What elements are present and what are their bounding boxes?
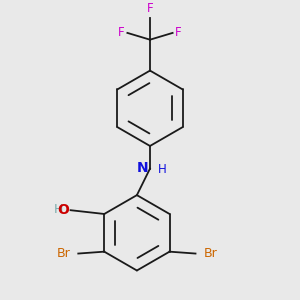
Text: N: N bbox=[137, 160, 148, 175]
Text: F: F bbox=[118, 26, 125, 39]
Text: F: F bbox=[175, 26, 182, 39]
Text: O: O bbox=[58, 202, 70, 217]
Text: Br: Br bbox=[56, 247, 70, 260]
Text: H: H bbox=[158, 164, 167, 176]
Text: F: F bbox=[147, 2, 153, 15]
Text: H: H bbox=[54, 203, 63, 216]
Text: Br: Br bbox=[204, 247, 218, 260]
